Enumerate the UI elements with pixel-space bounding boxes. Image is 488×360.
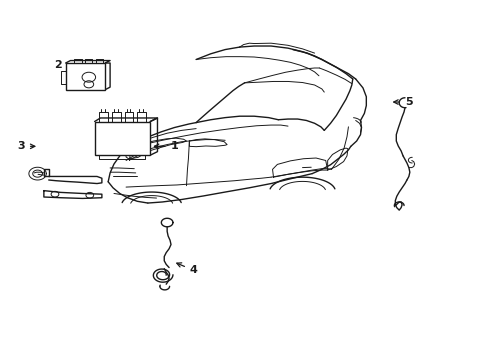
Bar	[65, 63, 105, 90]
Text: 4: 4	[177, 263, 197, 275]
Text: 5: 5	[393, 97, 412, 107]
Bar	[95, 122, 150, 155]
Text: 2: 2	[54, 60, 75, 70]
Text: 3: 3	[17, 141, 35, 151]
Text: 1: 1	[154, 141, 178, 151]
